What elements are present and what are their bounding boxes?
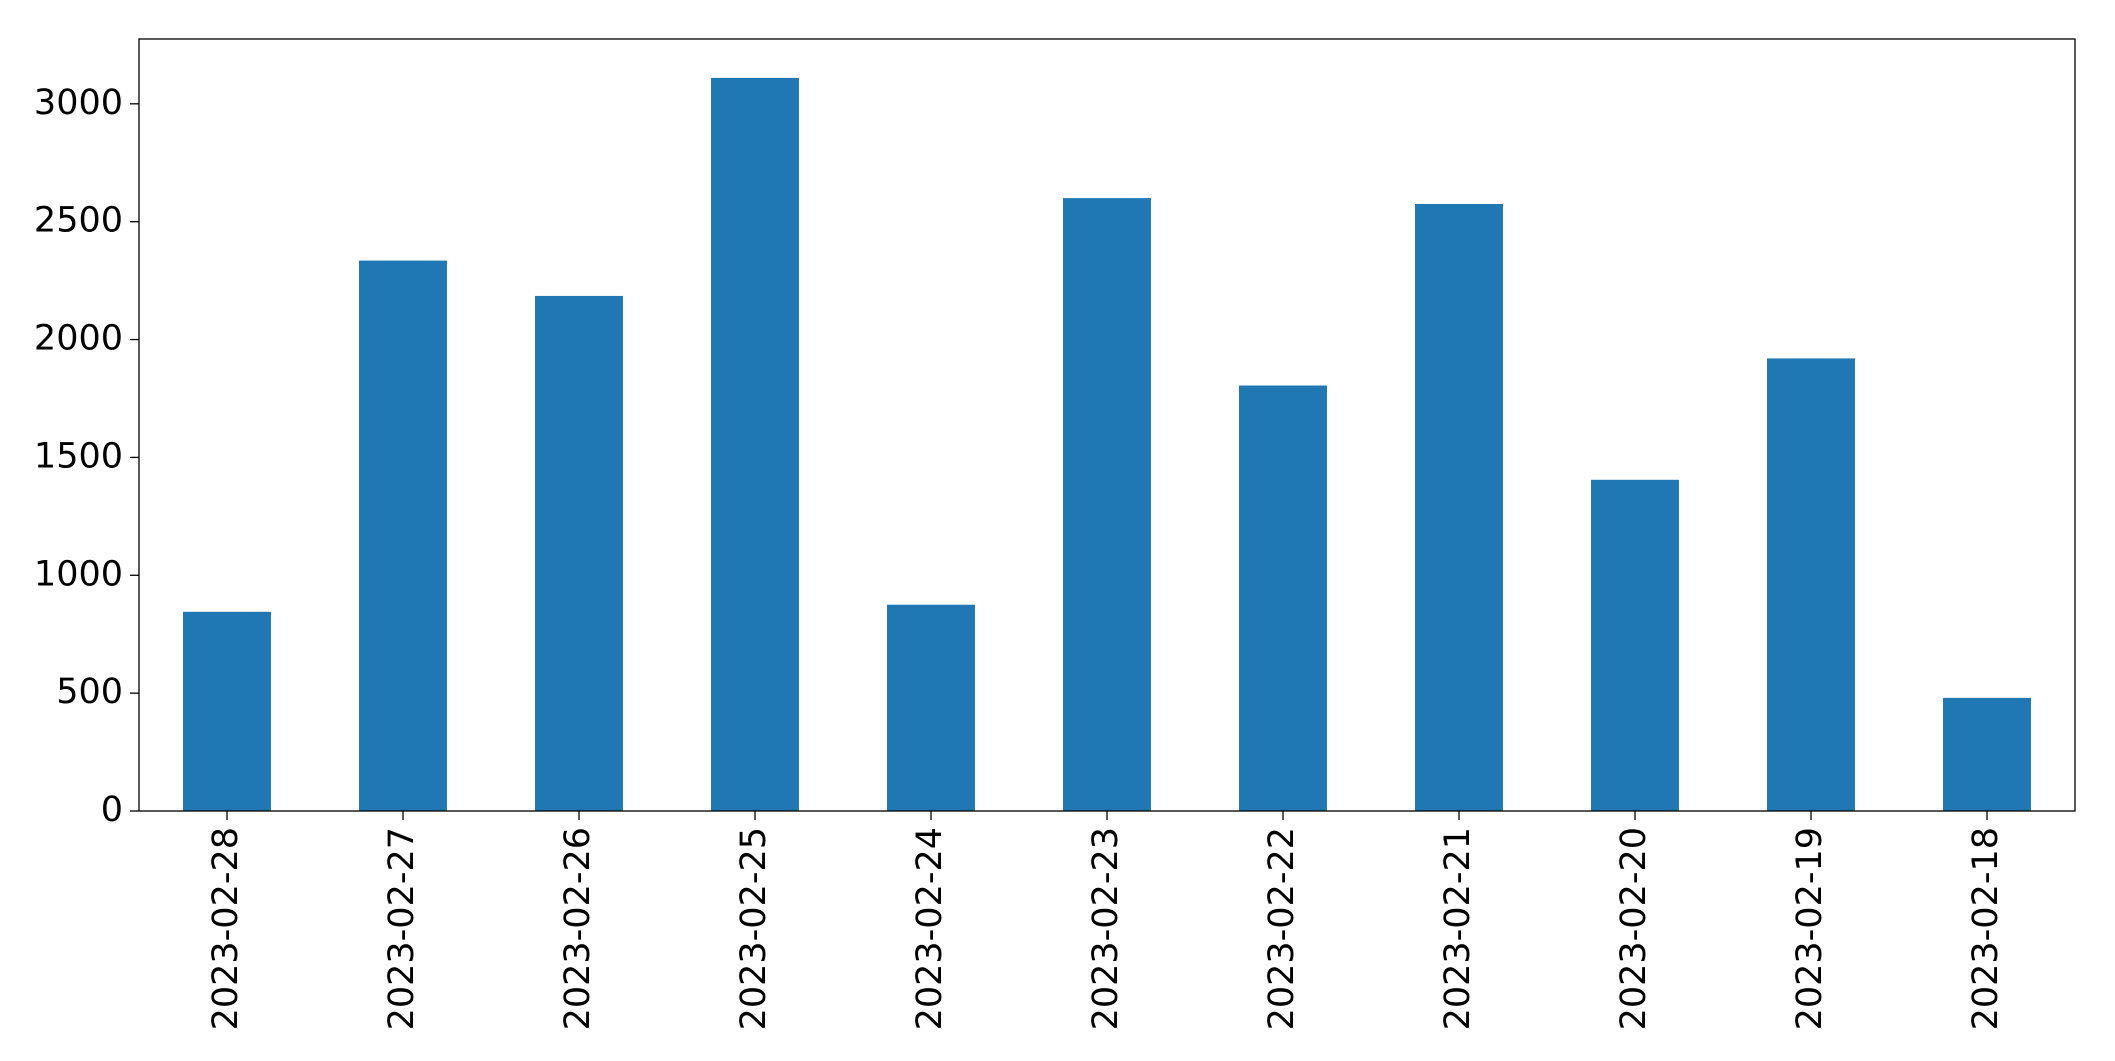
bar — [1063, 198, 1151, 811]
bar — [1943, 697, 2031, 811]
y-tick-label: 3000 — [34, 83, 123, 123]
bar — [183, 611, 271, 811]
y-tick-label: 500 — [56, 672, 123, 712]
x-tick-label: 2023-02-24 — [910, 827, 950, 1030]
x-tick-label: 2023-02-18 — [1966, 827, 2006, 1030]
bar — [1239, 385, 1327, 811]
bar — [1591, 479, 1679, 811]
y-tick-label: 2500 — [34, 201, 123, 241]
x-tick-label: 2023-02-22 — [1262, 827, 1302, 1030]
x-tick-label: 2023-02-28 — [206, 827, 246, 1030]
bar — [535, 295, 623, 812]
bar — [711, 77, 799, 811]
x-tick-label: 2023-02-23 — [1086, 827, 1126, 1030]
x-tick-label: 2023-02-21 — [1438, 827, 1478, 1030]
plot-frame — [138, 38, 2076, 812]
x-tick-label: 2023-02-20 — [1614, 827, 1654, 1030]
y-tick-label: 0 — [101, 790, 123, 830]
x-tick-label: 2023-02-26 — [558, 827, 598, 1030]
y-tick-label: 1000 — [34, 554, 123, 594]
x-tick-label: 2023-02-19 — [1790, 827, 1830, 1030]
bar — [359, 260, 447, 811]
x-tick-label: 2023-02-25 — [734, 827, 774, 1030]
x-tick-label: 2023-02-27 — [382, 827, 422, 1030]
bar — [1415, 204, 1503, 811]
y-tick-label: 2000 — [34, 319, 123, 359]
y-tick-label: 1500 — [34, 436, 123, 476]
bar — [887, 604, 975, 811]
bar — [1767, 358, 1855, 811]
